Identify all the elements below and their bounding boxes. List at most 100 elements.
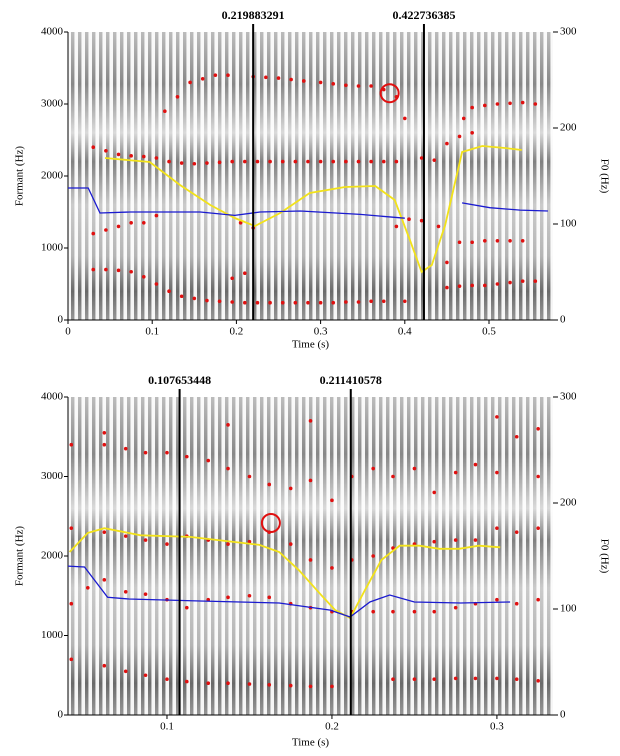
formant-point — [206, 458, 211, 463]
formant-point — [69, 657, 74, 662]
formant-point — [306, 300, 310, 305]
formant-point — [445, 285, 449, 290]
formant-point — [330, 498, 334, 503]
y2-tick-label: 100 — [560, 218, 577, 230]
f0-line — [461, 202, 548, 212]
y2-axis-label: F0 (Hz) — [598, 159, 610, 194]
y-tick-label: 3000 — [41, 98, 64, 110]
formant-point — [473, 538, 478, 542]
formant-point — [69, 442, 74, 447]
formant-point — [470, 131, 474, 135]
formant-point — [102, 663, 107, 668]
formant-point — [123, 589, 128, 594]
formant-point — [344, 159, 348, 164]
formant-point — [432, 677, 437, 682]
formant-point — [116, 268, 121, 273]
formant-point — [143, 450, 148, 455]
formant-point — [129, 269, 133, 274]
x-axis-label: Time (s) — [292, 737, 330, 749]
x-tick-label: 0.4 — [398, 326, 412, 338]
y2-tick-label: 300 — [560, 391, 577, 403]
formant-point — [306, 159, 310, 164]
formant-point — [356, 84, 361, 88]
formant-point — [318, 300, 323, 305]
formant-point — [318, 159, 323, 164]
formant-point — [217, 299, 222, 304]
formant-point — [432, 158, 437, 162]
formant-point — [184, 605, 189, 610]
y-tick-label: 0 — [58, 709, 64, 721]
formant-point — [217, 160, 222, 165]
formant-point — [143, 538, 148, 542]
formant-point — [165, 542, 169, 546]
formant-point — [288, 542, 293, 546]
formant-point — [453, 538, 458, 542]
formant-point — [267, 482, 272, 487]
x-tick-label: 0.5 — [482, 326, 496, 338]
formant-point — [238, 221, 243, 225]
panel: 0.1 0.2 0.3 0 1000 2000 3000 4000 0 100 200 300 Time… — [14, 373, 611, 749]
formant-point — [206, 681, 211, 685]
formant-point — [520, 100, 525, 105]
formant-point — [514, 601, 519, 606]
y-tick-label: 1000 — [41, 629, 64, 641]
formant-point — [205, 298, 209, 303]
formant-point — [391, 474, 395, 479]
formant-point — [318, 80, 323, 85]
formant-point — [369, 84, 373, 88]
formant-point — [536, 526, 540, 530]
formant-point — [154, 213, 159, 218]
formant-point — [445, 141, 449, 146]
y2-tick-label: 0 — [560, 709, 566, 721]
formant-point — [280, 300, 285, 305]
formant-point — [495, 102, 500, 106]
formant-point — [141, 275, 146, 279]
formant-point — [129, 154, 133, 158]
formant-point — [520, 279, 525, 283]
x-axis-label: Time (s) — [292, 339, 330, 351]
formant-point — [91, 267, 96, 272]
formant-point — [436, 224, 441, 229]
formant-point — [104, 228, 108, 232]
formant-point — [143, 592, 148, 596]
formant-point — [69, 526, 74, 530]
highlight-circle — [379, 83, 400, 104]
spectrogram-shading — [68, 32, 553, 320]
formant-point — [457, 284, 462, 288]
formant-point — [432, 609, 437, 614]
formant-point — [226, 466, 230, 471]
y-tick-label: 4000 — [41, 391, 64, 403]
formant-point — [495, 239, 500, 243]
formant-point — [330, 684, 334, 689]
formant-point — [226, 542, 230, 546]
formant-point — [192, 161, 197, 166]
formant-point — [255, 159, 260, 164]
y-tick-label: 4000 — [41, 26, 64, 38]
formant-point — [391, 677, 395, 682]
formant-point — [308, 419, 313, 423]
time-marker-label: 0.211410578 — [320, 373, 382, 387]
formant-point — [116, 152, 121, 157]
y2-tick-label: 0 — [560, 314, 566, 326]
formant-point — [403, 116, 407, 121]
formant-point — [461, 116, 466, 121]
formant-point — [331, 159, 336, 164]
formant-point — [141, 154, 146, 159]
formant-point — [288, 683, 293, 688]
formant-point — [533, 102, 538, 106]
formant-point — [205, 161, 209, 165]
y2-axis-label: F0 (Hz) — [598, 539, 610, 574]
formant-point — [165, 677, 169, 682]
formant-point — [165, 450, 169, 455]
formant-point — [230, 159, 234, 164]
formant-point — [167, 289, 171, 294]
formant-point — [247, 593, 252, 598]
formant-point — [482, 103, 487, 108]
formant-point — [288, 486, 293, 491]
formant-point — [514, 677, 519, 682]
y2-tick-label: 200 — [560, 122, 577, 134]
formant-point — [419, 218, 424, 223]
formant-point — [407, 217, 411, 221]
